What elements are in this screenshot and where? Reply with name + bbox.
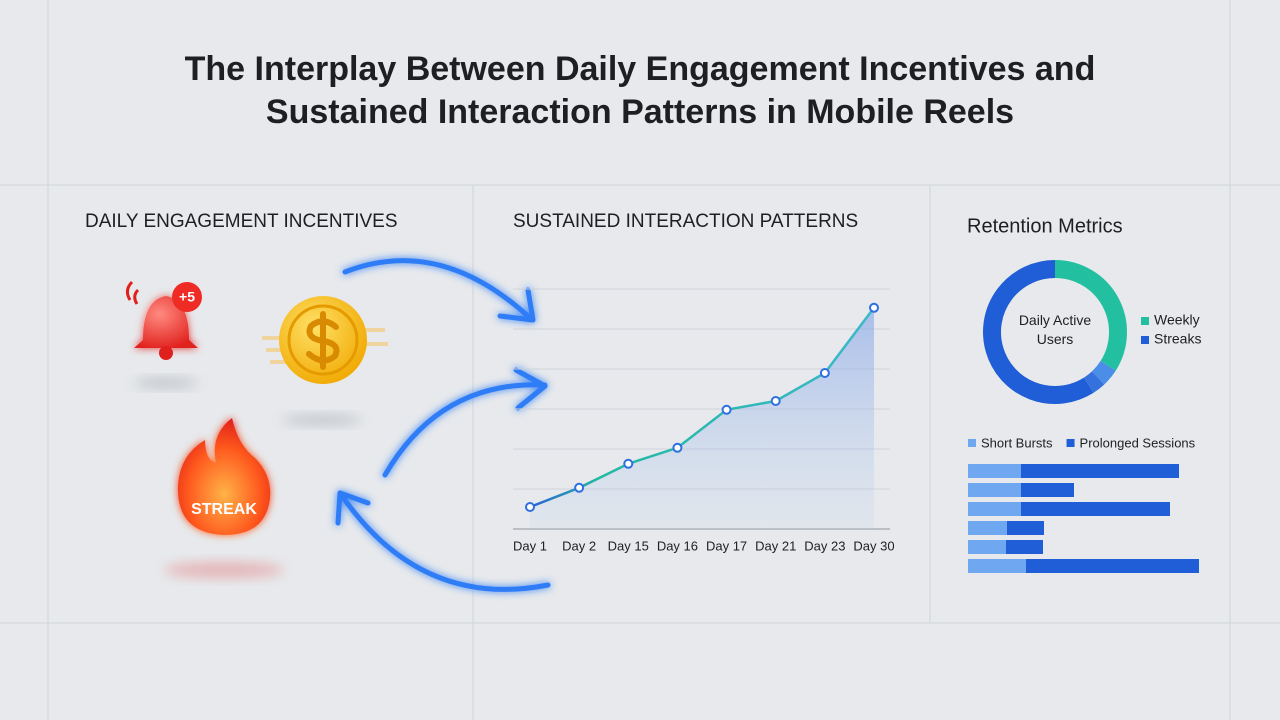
title-line: Sustained Interaction Patterns in Mobile… (266, 93, 1014, 131)
charts: SUSTAINED INTERACTION PATTERNS Day 1 Day 2… (513, 211, 1201, 573)
data-point (770, 396, 781, 406)
line (529, 307, 875, 509)
x-tick-label: Day 2 (562, 538, 596, 553)
data-point (721, 404, 732, 415)
x-tick-label: Day 1 (513, 538, 547, 553)
streak-label: STREAK (191, 501, 257, 518)
chart-title: SUSTAINED INTERACTION PATTERNS (513, 211, 858, 232)
donut-segment (1054, 260, 1127, 371)
legend-swatch (1066, 439, 1075, 447)
bar-segment (968, 483, 1021, 497)
legend-label: Weekly (1154, 312, 1200, 328)
x-tick-label: Day 16 (657, 538, 698, 553)
donut-segment (983, 260, 1094, 404)
bar-segment (1026, 559, 1199, 573)
legend-label: Short Bursts (981, 435, 1053, 450)
bell-icon: +5 (125, 280, 202, 388)
bar-segment (1007, 521, 1044, 535)
x-tick-label: Day 17 (706, 538, 747, 553)
legend-swatch (968, 439, 976, 447)
legend-swatch (1141, 336, 1149, 344)
data-point (525, 502, 535, 512)
data-point (574, 482, 585, 493)
bar-segment (968, 464, 1021, 478)
title-line: The Interplay Between Daily Engagement I… (185, 50, 1096, 88)
bar-segment (1021, 483, 1074, 497)
x-tick-label: Day 15 (608, 538, 649, 553)
section-heading: DAILY ENGAGEMENT INCENTIVES (85, 211, 398, 232)
bar-segment (1021, 502, 1170, 516)
data-point (623, 458, 634, 469)
legend-swatch (1141, 317, 1149, 325)
coin-icon (262, 296, 388, 425)
bar-segment (968, 540, 1006, 554)
legend-label: Prolonged Sessions (1080, 435, 1196, 450)
data-point (869, 302, 879, 313)
legend-label: Streaks (1154, 331, 1201, 347)
badge-count: +5 (179, 289, 195, 305)
streak-icon: STREAK (164, 418, 284, 578)
bar-segment (968, 502, 1021, 516)
data-point (819, 368, 830, 378)
donut-segment (1083, 371, 1105, 393)
flow-arrows (335, 258, 551, 592)
x-tick-label: Day 21 (755, 538, 796, 553)
data-point (672, 442, 683, 453)
x-tick-label: Day 23 (804, 538, 845, 553)
donut-segment (1091, 360, 1116, 385)
x-tick-label: Day 30 (853, 538, 894, 553)
bar-segment (968, 559, 1026, 573)
bar-segment (968, 521, 1007, 535)
line-area (530, 307, 874, 529)
bar-segment (1006, 540, 1043, 554)
chart-title: Retention Metrics (967, 215, 1123, 237)
donut-center-label: Daily Active Users (1019, 312, 1092, 347)
bar-segment (1021, 464, 1179, 478)
